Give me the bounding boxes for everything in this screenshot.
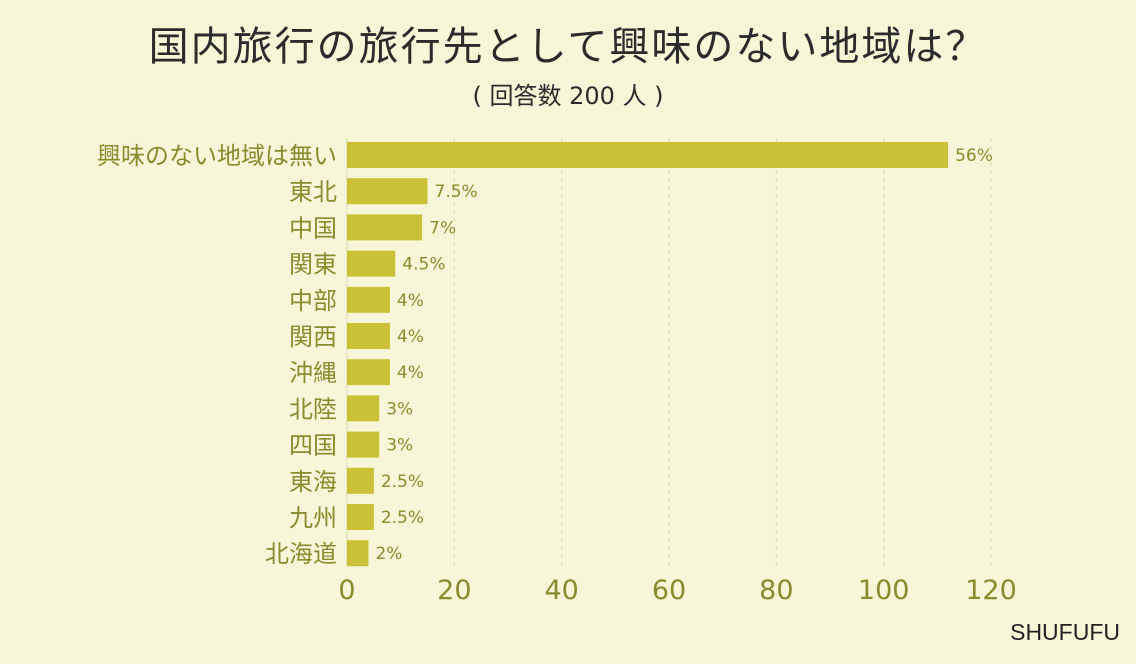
data-label: 4%: [397, 363, 424, 383]
bar: [347, 504, 374, 530]
category-label: 北海道: [265, 540, 337, 568]
category-label: 四国: [289, 432, 337, 460]
bar: [347, 142, 949, 168]
data-label: 2.5%: [381, 508, 424, 528]
category-label: 中国: [289, 214, 337, 242]
data-label: 56%: [955, 146, 993, 166]
category-label: 東海: [289, 468, 337, 496]
bar: [347, 431, 380, 458]
category-label: 沖縄: [289, 359, 337, 387]
value-labels: 56% 7.5% 7% 4.5% 4% 4% 4% 3% 3% 2.5% 2.5% 2%: [375, 146, 992, 564]
data-label: 7%: [429, 218, 456, 238]
data-label: 4%: [397, 291, 424, 311]
category-label: 北陸: [289, 395, 337, 423]
bar: [347, 178, 428, 205]
data-label: 4%: [397, 327, 424, 347]
data-label: 2.5%: [381, 472, 424, 492]
chart-subtitle: ( 回答数 200 人 ): [472, 82, 664, 110]
x-tick-label: 60: [652, 575, 686, 606]
chart-title: 国内旅行の旅行先として興味のない地域は？: [148, 24, 988, 70]
bar: [347, 467, 374, 494]
category-label: 東北: [289, 178, 337, 206]
category-label: 九州: [289, 504, 337, 532]
category-label: 中部: [289, 287, 337, 315]
x-tick-label: 20: [437, 575, 471, 606]
data-label: 4.5%: [402, 255, 445, 275]
data-label: 3%: [386, 436, 413, 456]
data-label: 2%: [375, 544, 402, 564]
x-tick-label: 0: [338, 575, 355, 606]
bar: [347, 250, 396, 277]
bar: [347, 395, 380, 422]
bar: [347, 214, 423, 241]
bars: [347, 142, 949, 567]
bar: [347, 286, 390, 313]
x-tick-label: 80: [759, 575, 793, 606]
bar: [347, 323, 390, 349]
source-credit: SHUFUFU: [1010, 619, 1120, 645]
bar: [347, 540, 369, 567]
gridlines: [346, 138, 992, 566]
x-tick-label: 120: [965, 575, 1017, 606]
category-label: 関東: [289, 251, 337, 279]
x-tick-label: 100: [858, 575, 910, 606]
bar: [347, 359, 390, 386]
x-tick-label: 40: [544, 575, 578, 606]
data-label: 3%: [386, 399, 413, 419]
x-tick-labels: 0 20 40 60 80 100 120: [338, 575, 1016, 606]
data-label: 7.5%: [435, 182, 478, 202]
category-label: 関西: [289, 323, 337, 351]
category-label: 興味のない地域は無い: [97, 142, 337, 170]
